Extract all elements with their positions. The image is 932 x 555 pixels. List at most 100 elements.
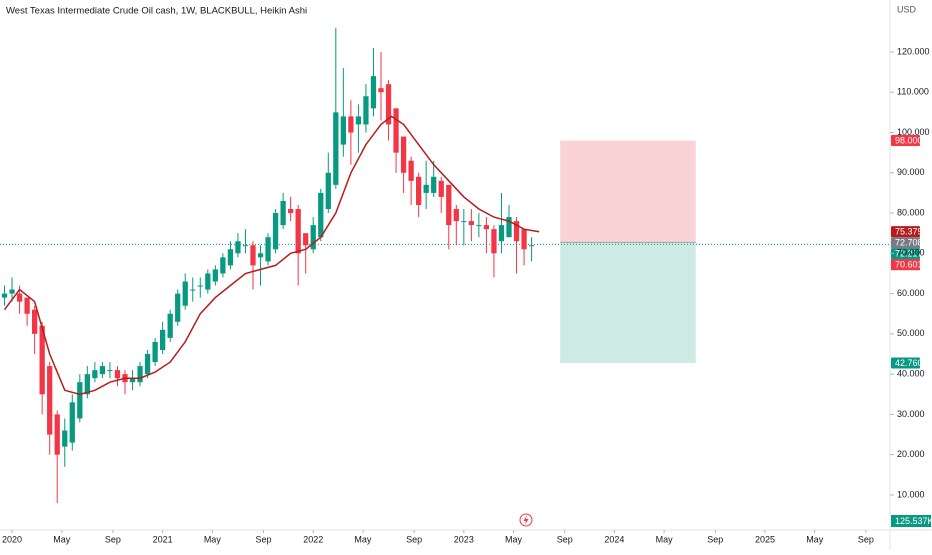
candle-body (288, 209, 294, 214)
candle-body (160, 329, 166, 350)
candle-body (144, 354, 151, 375)
y-tick-label: 60.000 (897, 288, 925, 298)
candle-body (114, 370, 121, 379)
candle-body (197, 285, 203, 287)
stop-zone (560, 140, 696, 243)
candle-body (272, 213, 279, 250)
candle-body (528, 245, 535, 247)
candle-body (461, 221, 467, 223)
x-tick-label: 2022 (303, 534, 323, 544)
candle-body (325, 172, 331, 210)
candle-body (9, 289, 15, 294)
candle-body (99, 366, 106, 375)
candle-body (416, 176, 422, 205)
y-tick-label: 10.000 (897, 489, 925, 499)
candle-body (423, 184, 429, 193)
x-tick-label: May (505, 534, 523, 544)
x-tick-label: 2021 (153, 534, 173, 544)
candle-body (446, 184, 452, 226)
candle-body (190, 289, 196, 291)
candle-body (265, 237, 271, 262)
replay-icon[interactable] (519, 513, 533, 527)
price-badge (891, 135, 920, 147)
x-tick-label: Sep (858, 534, 874, 544)
candle-body (393, 108, 399, 153)
candle-body (355, 116, 362, 125)
x-tick-label: 2024 (604, 534, 624, 544)
candle-body (129, 378, 136, 383)
candle-body (438, 180, 444, 197)
x-tick-label: Sep (707, 534, 723, 544)
price-badge-label: 72.217 (895, 249, 923, 259)
y-tick-label: 40.000 (897, 369, 925, 379)
price-badge (891, 226, 920, 238)
x-tick-label: Sep (406, 534, 422, 544)
price-badge (891, 237, 920, 249)
moving-average (3, 115, 540, 396)
candle-body (431, 176, 437, 193)
candle-body (408, 160, 414, 181)
candle-body (235, 241, 241, 254)
candle-body (370, 76, 377, 109)
x-tick-label: May (53, 534, 71, 544)
candle-body (137, 366, 143, 383)
x-tick-label: May (354, 534, 372, 544)
candle-body (468, 221, 474, 226)
candle-body (378, 88, 384, 93)
x-tick-label: 2020 (2, 534, 22, 544)
candle-body (295, 209, 301, 254)
y-tick-label: 90.000 (897, 167, 925, 177)
y-tick-label: 110.000 (897, 87, 929, 97)
price-badge-label: 70.601 (895, 260, 923, 270)
candle-body (506, 217, 512, 238)
candle-body (54, 414, 60, 455)
candle-body (333, 112, 339, 185)
volume-label: 125.537K (895, 516, 932, 526)
candle-body (62, 430, 68, 447)
y-tick-label: 120.000 (897, 46, 930, 56)
candle-body (47, 366, 53, 435)
x-tick-label: Sep (256, 534, 272, 544)
chart-title: West Texas Intermediate Crude Oil cash, … (6, 6, 307, 17)
candle-body (521, 229, 527, 250)
candle-body (491, 229, 497, 254)
candle-body (340, 116, 346, 145)
x-tick-label: May (204, 534, 222, 544)
candle-body (182, 281, 188, 306)
x-tick-label: 2025 (755, 534, 775, 544)
x-tick-label: May (806, 534, 824, 544)
candle-body (32, 309, 38, 334)
candle-body (107, 370, 113, 372)
candle-body (453, 209, 459, 222)
candle-body (77, 382, 83, 419)
candle-body (167, 313, 173, 338)
price-badge (891, 248, 920, 260)
candle-body (220, 257, 226, 274)
candle-body (39, 325, 45, 395)
y-tick-label: 80.000 (897, 207, 925, 217)
candle-body (69, 402, 75, 443)
candle-body (483, 225, 490, 230)
y-tick-label: 100.000 (897, 127, 930, 137)
y-tick-label: 70.000 (897, 248, 925, 258)
candle-body (348, 116, 354, 133)
candle-body (84, 374, 90, 395)
target-zone (560, 242, 696, 364)
candle-body (363, 96, 369, 125)
x-tick-label: 2023 (454, 534, 474, 544)
candle-body (24, 297, 30, 314)
candle-body (400, 136, 407, 173)
price-badge (891, 357, 920, 369)
candle-body (303, 233, 309, 246)
candle-body (16, 293, 23, 302)
price-badge-label: 72.708 (895, 238, 923, 248)
x-tick-label: Sep (105, 534, 121, 544)
currency-label: USD (897, 4, 917, 14)
candle-body (175, 293, 181, 322)
candle-body (385, 84, 392, 125)
candle-body (212, 269, 218, 282)
candle-body (280, 200, 286, 226)
price-badge-label: 42.760 (895, 358, 923, 368)
